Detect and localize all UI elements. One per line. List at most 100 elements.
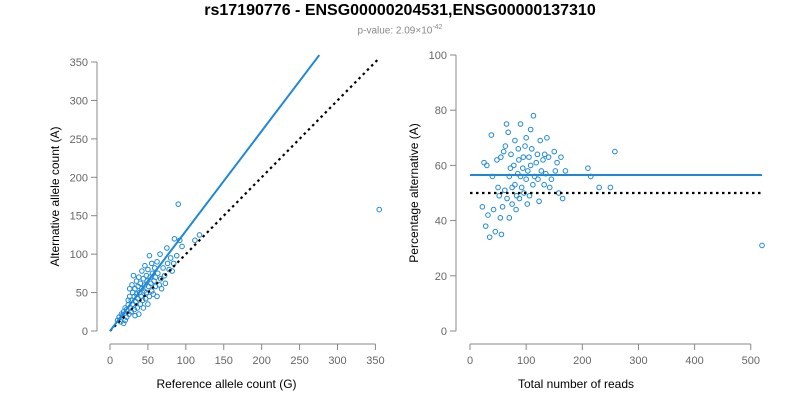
left-data-point bbox=[158, 275, 164, 282]
right-y-tick-label: 100 bbox=[429, 50, 447, 62]
right-data-point bbox=[562, 168, 569, 174]
left-x-tick-label: 350 bbox=[366, 355, 384, 367]
right-data-point bbox=[486, 234, 493, 240]
right-data-point bbox=[512, 181, 518, 188]
left-data-point bbox=[122, 317, 128, 324]
right-data-point bbox=[524, 201, 531, 207]
p-value-exponent: -42 bbox=[432, 24, 443, 31]
right-data-point bbox=[525, 168, 531, 174]
right-data-point bbox=[507, 165, 514, 171]
right-data-point bbox=[516, 157, 522, 163]
left-data-point bbox=[142, 262, 148, 269]
right-data-point bbox=[513, 206, 519, 213]
right-data-point bbox=[585, 165, 591, 171]
right-data-point bbox=[495, 184, 501, 191]
right-data-point bbox=[612, 148, 618, 155]
right-x-tick-label: 400 bbox=[685, 355, 703, 367]
left-data-point bbox=[167, 255, 174, 261]
right-data-point bbox=[503, 121, 510, 127]
right-y-tick-label: 60 bbox=[435, 160, 447, 172]
left-x-tick-label: 100 bbox=[177, 355, 195, 367]
right-data-point bbox=[508, 151, 514, 158]
left-y-tick-label: 200 bbox=[70, 172, 88, 184]
left-x-tick-label: 150 bbox=[215, 355, 233, 367]
right-x-axis-title: Total number of reads bbox=[518, 377, 634, 391]
right-x-tick-label: 300 bbox=[629, 355, 647, 367]
right-data-point bbox=[488, 132, 495, 138]
right-data-point bbox=[496, 192, 503, 199]
right-data-point bbox=[538, 168, 545, 174]
right-data-point bbox=[520, 154, 527, 160]
right-data-point bbox=[554, 159, 560, 166]
left-fit-line bbox=[109, 54, 321, 332]
right-data-point bbox=[759, 242, 765, 249]
right-data-point bbox=[545, 154, 552, 160]
left-data-point bbox=[134, 305, 141, 311]
right-data-point bbox=[544, 135, 550, 141]
left-y-tick-label: 300 bbox=[70, 95, 88, 107]
left-data-point bbox=[173, 252, 180, 259]
left-y-tick-label: 350 bbox=[70, 57, 88, 69]
left-y-tick-label: 0 bbox=[82, 326, 88, 338]
left-data-point bbox=[136, 311, 142, 317]
left-data-point bbox=[196, 232, 203, 238]
right-data-point bbox=[502, 143, 509, 149]
right-y-tick-label: 40 bbox=[435, 216, 447, 228]
left-data-point bbox=[175, 201, 182, 207]
left-data-point bbox=[148, 260, 155, 267]
right-data-point bbox=[551, 148, 558, 155]
left-data-point bbox=[158, 285, 165, 292]
left-data-point bbox=[130, 272, 137, 279]
left-chart: 0 50 100 150 200 250 300 350 0 50 100 150 200 250 300 3… bbox=[48, 54, 385, 391]
right-data-point bbox=[548, 176, 555, 182]
left-data-point bbox=[136, 274, 142, 281]
left-y-tick-label: 100 bbox=[70, 249, 88, 261]
left-data-point bbox=[160, 265, 166, 271]
left-data-point bbox=[154, 270, 161, 277]
right-data-point bbox=[541, 151, 548, 158]
left-data-point bbox=[129, 282, 135, 288]
right-data-point bbox=[559, 195, 566, 202]
left-x-tick-label: 250 bbox=[290, 355, 308, 367]
right-x-tick-label: 200 bbox=[573, 355, 591, 367]
right-data-point bbox=[504, 195, 510, 202]
right-data-point bbox=[596, 184, 602, 191]
left-data-point bbox=[162, 280, 169, 287]
chart-title: rs17190776 - ENSG00000204531,ENSG0000013… bbox=[204, 2, 596, 19]
right-data-point bbox=[509, 201, 515, 207]
p-value-text: p-value: 2.09×10 bbox=[357, 25, 433, 37]
right-data-point bbox=[530, 181, 536, 188]
right-data-point bbox=[540, 157, 546, 163]
right-data-point bbox=[492, 228, 499, 235]
left-data-point bbox=[164, 260, 171, 267]
left-data-point bbox=[145, 266, 151, 273]
right-data-point bbox=[558, 154, 564, 160]
right-y-axis-title: Percentage alternative (A) bbox=[407, 123, 421, 262]
right-data-point bbox=[535, 176, 541, 182]
right-data-point bbox=[484, 162, 490, 169]
left-x-tick-label: 0 bbox=[107, 355, 113, 367]
left-x-axis-title: Reference allele count (G) bbox=[156, 377, 296, 391]
right-data-point bbox=[552, 168, 559, 174]
right-data-point bbox=[527, 162, 534, 169]
right-data-point bbox=[516, 195, 523, 202]
right-x-tick-label: 500 bbox=[742, 355, 760, 367]
left-data-point bbox=[376, 206, 383, 213]
left-data-point bbox=[164, 245, 170, 251]
right-data-point bbox=[502, 187, 508, 194]
left-data-point bbox=[139, 268, 145, 274]
left-data-point bbox=[120, 320, 127, 327]
right-data-point bbox=[607, 184, 614, 191]
right-data-point bbox=[515, 146, 522, 152]
right-data-point bbox=[498, 154, 504, 160]
right-data-point bbox=[509, 184, 515, 191]
right-y-tick-label: 80 bbox=[435, 105, 447, 117]
right-data-point bbox=[506, 215, 513, 221]
right-y-tick-label: 20 bbox=[435, 271, 447, 283]
right-data-point bbox=[500, 148, 507, 155]
right-data-point bbox=[490, 206, 497, 213]
right-data-point bbox=[528, 146, 535, 152]
right-data-point bbox=[513, 192, 520, 199]
right-y-tick-label: 0 bbox=[441, 326, 447, 338]
